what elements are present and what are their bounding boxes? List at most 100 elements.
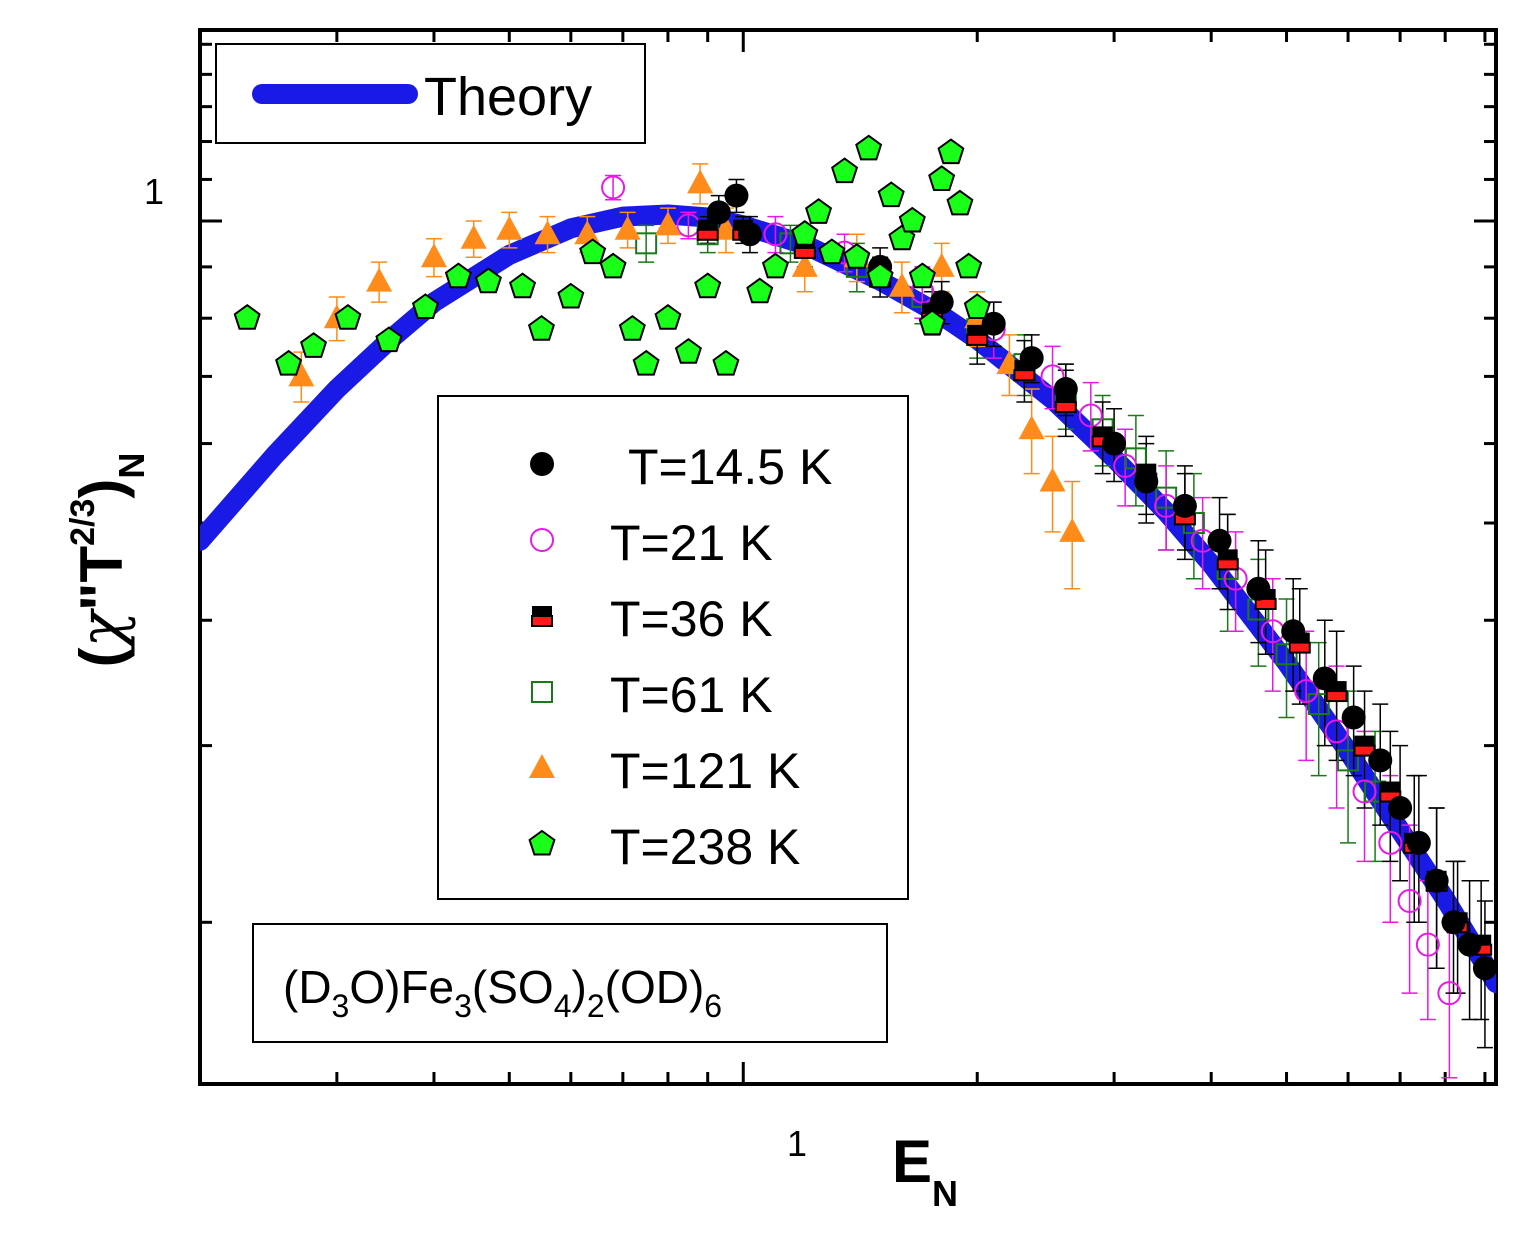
t238-point <box>618 314 646 341</box>
y-label-close: ) <box>68 479 135 499</box>
series-legend-box <box>437 395 909 900</box>
t14-point <box>1172 493 1197 518</box>
t36-point <box>1216 549 1239 571</box>
t238-point <box>908 262 936 289</box>
t238-point <box>509 272 537 299</box>
x-axis-label-sub: N <box>932 1173 958 1214</box>
t121-point <box>791 252 818 277</box>
t238-point <box>233 303 261 330</box>
t238-point <box>712 349 740 376</box>
t121-point <box>460 224 487 249</box>
t61-point <box>635 232 658 255</box>
t238-point <box>334 303 362 330</box>
t238-point <box>674 337 702 364</box>
t36-point-top <box>1380 781 1401 792</box>
t121-point <box>614 215 641 240</box>
legend-marker-t36-top <box>532 606 552 616</box>
formula-annotation: (D3O)Fe3(SO4)2(OD)6 <box>252 923 888 1043</box>
t36-point-top <box>1092 426 1113 437</box>
t36-point <box>1325 681 1348 703</box>
formula-sub-4: 2 <box>587 988 605 1024</box>
x-axis-label-main: E <box>892 1128 932 1195</box>
t36-point-bottom <box>1054 401 1077 414</box>
t61-point <box>1337 749 1360 772</box>
legend-marker-t36 <box>531 606 553 627</box>
legend-label-t121: T=121 K <box>610 743 800 799</box>
t14-point <box>1053 377 1078 402</box>
y-axis-label: (χ"T2/3)N <box>64 453 152 668</box>
t21-point <box>1113 453 1138 478</box>
t238-point <box>843 243 871 269</box>
t121-point <box>420 243 447 268</box>
t238-point <box>946 189 974 216</box>
t36-point-bottom <box>966 333 989 346</box>
t21-point <box>1078 403 1103 428</box>
formula-part-2: O)Fe <box>349 961 454 1013</box>
theory-legend: Theory <box>215 43 646 144</box>
t14-point <box>1341 705 1366 730</box>
t238-point <box>579 238 607 265</box>
t14-point <box>1388 795 1413 820</box>
t238-point <box>599 252 627 279</box>
formula-sub-1: 3 <box>332 988 350 1024</box>
t21-point <box>1397 889 1422 914</box>
y-label-t: T <box>68 546 135 583</box>
t36-point-top <box>1326 681 1347 692</box>
t14-point <box>1102 431 1127 456</box>
t121-point <box>1039 467 1066 492</box>
t21-point <box>763 222 788 247</box>
t14-point <box>1281 619 1306 644</box>
t14-point <box>1134 469 1159 494</box>
t14-point <box>706 200 731 225</box>
t36-point-bottom <box>1013 369 1036 382</box>
t21-point <box>1294 679 1319 704</box>
t238-point <box>375 326 403 353</box>
t121-point <box>574 220 601 245</box>
y-label-sub: N <box>111 453 152 479</box>
t14-point <box>724 183 749 208</box>
t21-point <box>1437 981 1462 1006</box>
t238-point <box>855 134 883 161</box>
theory-legend-label: Theory <box>424 67 592 127</box>
y-tick-label: 1 <box>144 171 164 212</box>
t14-point <box>737 222 762 247</box>
t36-point-top <box>1471 934 1492 945</box>
t61-point <box>1275 643 1298 666</box>
t238-point <box>632 349 660 376</box>
t121-point <box>366 267 393 292</box>
t238-point <box>805 198 833 224</box>
t238-point <box>937 138 965 165</box>
legend-marker-t36-bottom <box>531 615 553 627</box>
y-label-open: ( <box>68 647 135 667</box>
t238-point <box>963 293 991 319</box>
t238-point <box>411 293 439 319</box>
formula-part-3: (SO <box>472 961 554 1013</box>
t61-point <box>1155 486 1178 509</box>
t238-point <box>877 181 905 208</box>
t121-point <box>288 362 315 387</box>
legend-marker-t14 <box>530 452 554 476</box>
t14-point <box>1457 932 1482 957</box>
y-label-prime: " <box>68 583 135 611</box>
t238-point <box>444 262 472 289</box>
y-label-exp: 2/3 <box>64 499 102 546</box>
t21-point <box>1040 364 1065 389</box>
t121-point <box>687 169 714 194</box>
legend-label-t14: T=14.5 K <box>628 439 832 495</box>
y-label-chi: χ <box>67 607 137 651</box>
t238-point <box>557 282 585 309</box>
t14-point <box>1246 576 1271 601</box>
t14-point <box>1019 346 1044 371</box>
t21-point <box>1352 779 1377 804</box>
t36-point-bottom <box>1216 558 1239 571</box>
legend-marker-t21 <box>530 528 554 552</box>
legend-label-t21: T=21 K <box>610 515 773 571</box>
formula-sub-3: 4 <box>554 988 572 1024</box>
formula-sub-5: 6 <box>704 988 722 1024</box>
legend-marker-t61 <box>531 681 553 703</box>
t36-point-bottom <box>1288 641 1311 654</box>
t36-point-bottom <box>793 246 816 259</box>
formula-box <box>252 923 888 1043</box>
t61-point <box>1307 693 1330 716</box>
